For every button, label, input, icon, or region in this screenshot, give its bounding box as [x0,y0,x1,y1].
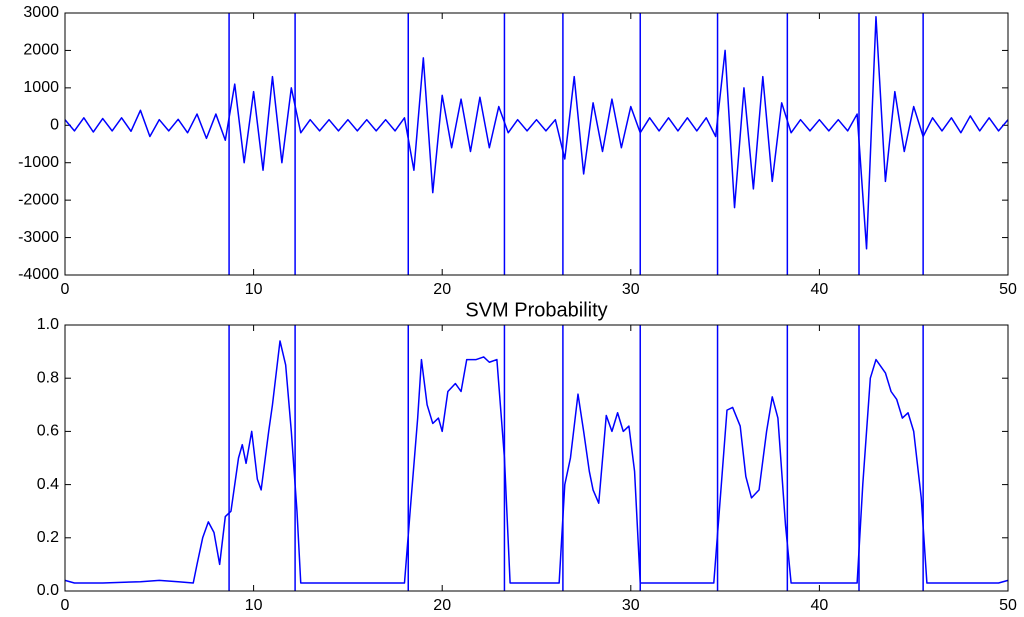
x-tick-label: 30 [622,281,640,298]
y-tick-label: 0.6 [37,423,59,440]
axes-frame [64,324,1009,592]
y-tick-label: -4000 [18,266,59,283]
y-tick-label: 1000 [23,79,59,96]
y-tick-label: 1.0 [37,316,59,333]
x-tick-label: 50 [999,281,1017,298]
x-tick-label: 40 [811,281,829,298]
x-tick-label: 30 [622,597,640,614]
x-tick-label: 10 [245,281,263,298]
x-tick-label: 0 [61,281,70,298]
signal-line [64,15,1009,250]
x-tick-label: 20 [433,281,451,298]
x-tick-label: 40 [811,597,829,614]
chart-title: SVM Probability [465,299,607,321]
y-tick-label: -2000 [18,191,59,208]
y-tick-label: 0.0 [37,582,59,599]
x-tick-label: 0 [61,597,70,614]
axes-frame [64,12,1009,276]
x-tick-label: 50 [999,597,1017,614]
x-tick-label: 10 [245,597,263,614]
signal-line [64,340,1009,584]
y-tick-label: 0.8 [37,369,59,386]
y-tick-label: 3000 [23,4,59,21]
y-tick-label: 2000 [23,42,59,59]
y-tick-label: 0 [50,117,59,134]
y-tick-label: 0.2 [37,529,59,546]
x-tick-label: 20 [433,597,451,614]
y-tick-label: -1000 [18,154,59,171]
y-tick-label: -3000 [18,229,59,246]
y-tick-label: 0.4 [37,476,59,493]
